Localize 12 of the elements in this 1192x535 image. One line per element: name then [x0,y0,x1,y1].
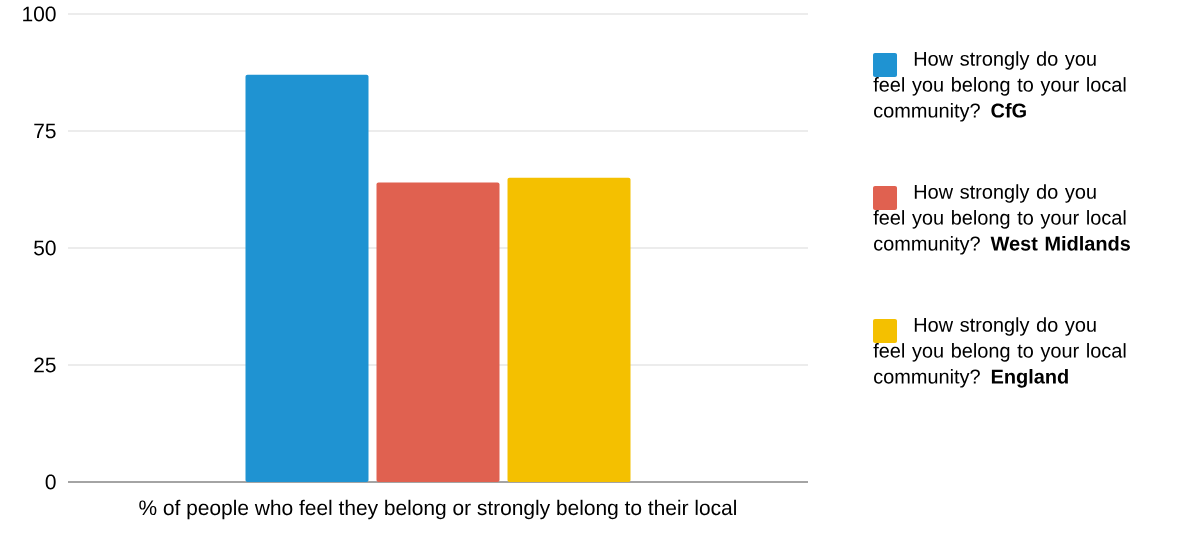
y-tick-label: 75 [34,123,56,139]
bar [507,177,631,482]
x-axis-title: % of people who feel they belong or strongly belong to their local [139,499,736,520]
y-tick-label: 50 [34,240,56,256]
bar [376,182,500,482]
bar [245,74,369,482]
legend-label: How strongly do you feel you belong to your local community? West Midlands [873,184,1130,255]
y-tick-label: 100 [23,6,56,22]
legend-label: How strongly do you feel you belong to your local community? CfG [873,51,1126,122]
legend-label: How strongly do you feel you belong to your local community? England [873,317,1126,388]
y-tick-label: 0 [45,474,56,490]
y-tick-label: 25 [34,357,56,373]
